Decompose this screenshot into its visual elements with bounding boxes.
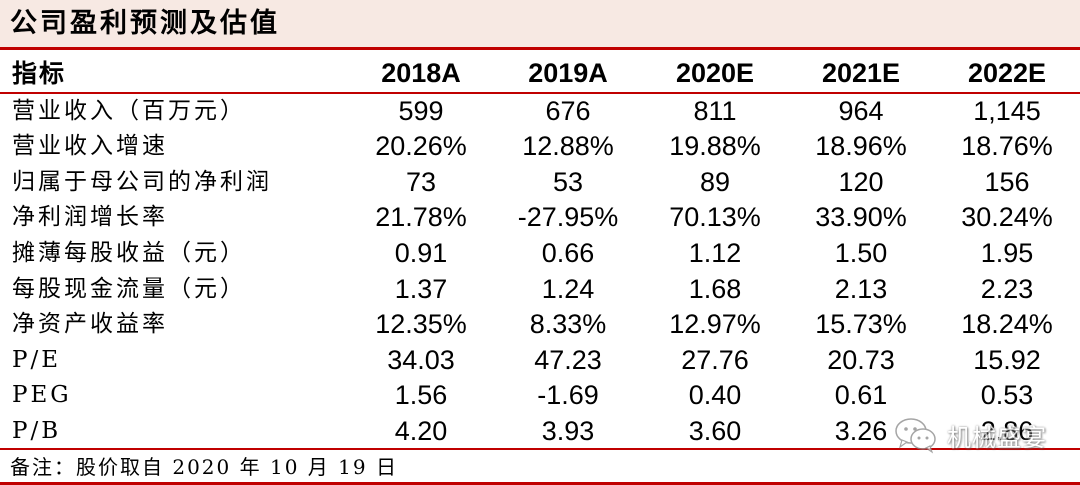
- table-cell: 3.93: [541, 415, 595, 446]
- row-label: 摊薄每股收益（元）: [12, 239, 246, 266]
- table-cell: 34.03: [387, 344, 455, 375]
- table-cell: 1.50: [834, 237, 888, 268]
- table-cell: 0.40: [688, 380, 742, 411]
- table-cell: 811: [693, 95, 737, 126]
- watermark: 机械盛宴: [893, 415, 1047, 455]
- table-cell: 3.26: [834, 415, 888, 446]
- table-cell: 18.76%: [961, 131, 1053, 162]
- table-cell: 964: [838, 95, 884, 126]
- table-row: 每股现金流量（元） 1.37 1.24 1.68 2.13 2.23: [0, 272, 1080, 308]
- title-bar: 公司盈利预测及估值: [0, 0, 1080, 50]
- watermark-text: 机械盛宴: [947, 423, 1047, 452]
- row-label: 营业收入增速: [12, 133, 168, 160]
- table-cell: 19.88%: [669, 131, 761, 162]
- table-cell: 1.56: [394, 380, 448, 411]
- wechat-icon: [895, 418, 936, 454]
- table-cell: 1.12: [688, 237, 742, 268]
- table-cell: 0.91: [394, 237, 448, 268]
- table-cell: 18.24%: [961, 309, 1053, 340]
- table-cell: 2.13: [834, 273, 888, 304]
- table-cell: 4.20: [394, 415, 448, 446]
- table-cell: -27.95%: [517, 202, 619, 233]
- table-cell: 89: [699, 166, 731, 197]
- table-cell: 15.92: [973, 344, 1041, 375]
- table-cell: 1.95: [980, 237, 1034, 268]
- row-label: 营业收入（百万元）: [12, 97, 246, 124]
- table-cell: 30.24%: [961, 202, 1053, 233]
- table-row: P/B 4.20 3.93 3.60 3.26 2.86: [0, 414, 1080, 450]
- table-cell: -1.69: [537, 380, 599, 411]
- header-year: 2019A: [494, 56, 642, 94]
- header-year: 2020E: [642, 56, 788, 94]
- table-cell: 2.23: [980, 273, 1034, 304]
- header-label: 指标: [0, 56, 348, 94]
- row-label: 每股现金流量（元）: [12, 275, 246, 302]
- table-row: P/E 34.03 47.23 27.76 20.73 15.92: [0, 343, 1080, 379]
- table-cell: 12.35%: [375, 309, 467, 340]
- table-header-row: 指标 2018A 2019A 2020E 2021E 2022E: [0, 56, 1080, 94]
- table-cell: 73: [405, 166, 437, 197]
- note-bar: 备注：股价取自 2020 年 10 月 19 日: [0, 448, 1080, 485]
- header-year: 2018A: [348, 56, 494, 94]
- row-label: 净资产收益率: [12, 311, 168, 338]
- header-year: 2022E: [934, 56, 1080, 94]
- table-cell: 12.88%: [522, 131, 614, 162]
- table-cell: 47.23: [534, 344, 602, 375]
- table-row: 归属于母公司的净利润 73 53 89 120 156: [0, 165, 1080, 201]
- footnote: 备注：股价取自 2020 年 10 月 19 日: [10, 455, 398, 479]
- row-label: P/E: [12, 346, 62, 373]
- header-year: 2021E: [788, 56, 934, 94]
- table-row: 净利润增长率 21.78% -27.95% 70.13% 33.90% 30.24%: [0, 200, 1080, 236]
- table-cell: 1.24: [541, 273, 595, 304]
- table-cell: 27.76: [681, 344, 749, 375]
- table-cell: 156: [984, 166, 1030, 197]
- table-cell: 18.96%: [815, 131, 907, 162]
- row-label: PEG: [12, 382, 72, 409]
- figure-title: 公司盈利预测及估值: [10, 8, 280, 39]
- table-cell: 1.68: [688, 273, 742, 304]
- table-cell: 33.90%: [815, 202, 907, 233]
- table-cell: 0.53: [980, 380, 1034, 411]
- table-cell: 1.37: [394, 273, 448, 304]
- table-cell: 0.66: [541, 237, 595, 268]
- table-cell: 120: [838, 166, 884, 197]
- table-cell: 2.86: [980, 415, 1034, 446]
- table-cell: 70.13%: [669, 202, 761, 233]
- earnings-forecast-table: 指标 2018A 2019A 2020E 2021E 2022E 营业收入（百万…: [0, 56, 1080, 450]
- table-cell: 1,145: [973, 95, 1041, 126]
- table-row: 营业收入增速 20.26% 12.88% 19.88% 18.96% 18.76%: [0, 129, 1080, 165]
- table-row: 净资产收益率 12.35% 8.33% 12.97% 15.73% 18.24%: [0, 307, 1080, 343]
- row-label: 归属于母公司的净利润: [12, 168, 272, 195]
- table-cell: 15.73%: [815, 309, 907, 340]
- row-label: 净利润增长率: [12, 204, 168, 231]
- table-row: 摊薄每股收益（元） 0.91 0.66 1.12 1.50 1.95: [0, 236, 1080, 272]
- table-cell: 0.61: [834, 380, 888, 411]
- table-cell: 21.78%: [375, 202, 467, 233]
- table-row: 营业收入（百万元） 599 676 811 964 1,145: [0, 93, 1080, 130]
- table-cell: 20.26%: [375, 131, 467, 162]
- table-cell: 599: [398, 95, 444, 126]
- table-cell: 676: [545, 95, 591, 126]
- table-row: PEG 1.56 -1.69 0.40 0.61 0.53: [0, 378, 1080, 414]
- table-cell: 3.60: [688, 415, 742, 446]
- table-cell: 8.33%: [529, 309, 607, 340]
- table-cell: 53: [552, 166, 584, 197]
- row-label: P/B: [12, 417, 62, 444]
- table-cell: 20.73: [827, 344, 895, 375]
- table-cell: 12.97%: [669, 309, 761, 340]
